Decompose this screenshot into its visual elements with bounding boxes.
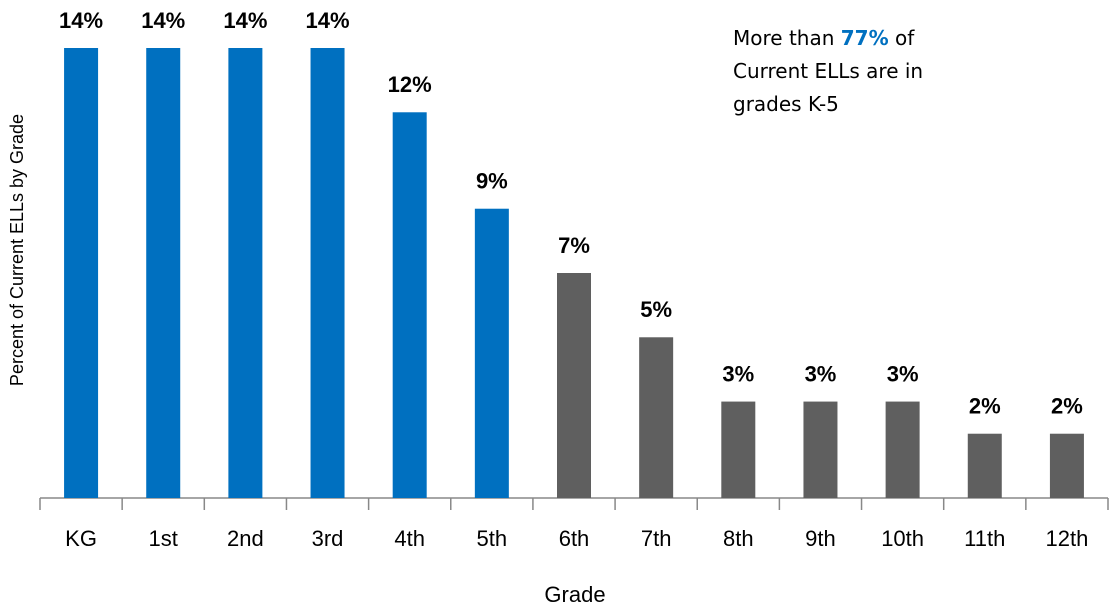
- x-tick-label: 1st: [149, 526, 178, 551]
- x-tick-label: 11th: [964, 526, 1005, 551]
- value-label: 3%: [722, 361, 754, 386]
- bar: [639, 337, 674, 498]
- annotation-suffix: of Current ELLs are in grades K-5: [733, 26, 924, 116]
- bar: [64, 48, 99, 498]
- x-tick-label: 8th: [723, 526, 754, 551]
- x-tick-label: 7th: [641, 526, 672, 551]
- value-label: 3%: [887, 361, 919, 386]
- value-label: 9%: [476, 169, 508, 194]
- bar: [392, 112, 427, 499]
- bar: [721, 401, 756, 498]
- value-label: 5%: [640, 297, 672, 322]
- value-label: 14%: [223, 8, 267, 33]
- value-label: 2%: [1051, 394, 1083, 419]
- y-axis-label: Percent of Current ELLs by Grade: [7, 114, 27, 386]
- value-label: 14%: [59, 8, 103, 33]
- bar: [228, 48, 263, 498]
- bar: [1049, 433, 1084, 498]
- x-tick-label: 10th: [881, 526, 924, 551]
- x-tick-label: 2nd: [227, 526, 264, 551]
- x-axis-label: Grade: [544, 582, 605, 607]
- bar: [146, 48, 181, 498]
- x-tick-label: 12th: [1046, 526, 1089, 551]
- value-label: 2%: [969, 394, 1001, 419]
- bar: [885, 401, 920, 498]
- annotation: More than 77% of Current ELLs are in gra…: [733, 22, 993, 121]
- bar: [310, 48, 345, 498]
- bar: [557, 273, 591, 498]
- annotation-prefix: More than: [733, 26, 835, 50]
- x-tick-label: 5th: [477, 526, 508, 551]
- value-label: 12%: [388, 72, 432, 97]
- bar: [803, 401, 838, 498]
- value-label: 14%: [141, 8, 185, 33]
- annotation-highlight: 77%: [840, 26, 889, 50]
- value-label: 7%: [558, 233, 590, 258]
- x-tick-label: KG: [65, 526, 97, 551]
- value-label: 14%: [306, 8, 350, 33]
- x-tick-label: 3rd: [312, 526, 344, 551]
- bar: [474, 208, 509, 498]
- value-label: 3%: [805, 361, 837, 386]
- bar: [967, 433, 1002, 498]
- x-tick-label: 4th: [394, 526, 425, 551]
- x-tick-label: 9th: [805, 526, 836, 551]
- x-tick-label: 6th: [559, 526, 590, 551]
